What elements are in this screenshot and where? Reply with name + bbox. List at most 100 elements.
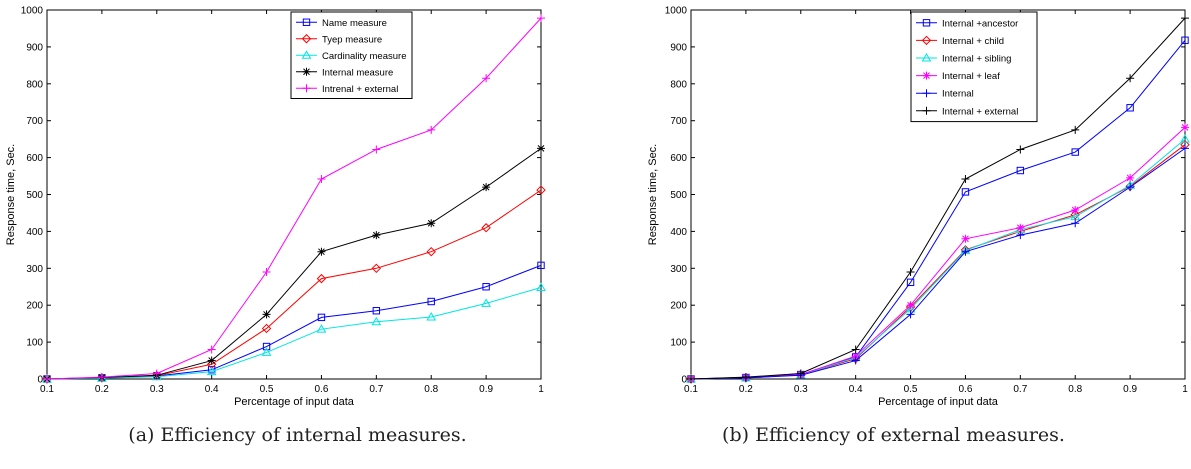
data-point xyxy=(206,366,217,376)
data-point xyxy=(262,267,271,276)
chart-external-measures: 0 100 200 300 400 500 600 700 800 900 1000 0.1 0.2 0.… xyxy=(647,6,1190,408)
data-point xyxy=(961,247,970,256)
data-point xyxy=(482,74,491,83)
data-point xyxy=(372,145,381,154)
data-point xyxy=(207,345,216,354)
data-point xyxy=(906,310,915,319)
legend-label: Cardinality measure xyxy=(322,51,406,62)
data-point xyxy=(1071,205,1080,214)
legend-label: Intrenal + external xyxy=(322,84,398,95)
data-point xyxy=(426,246,436,257)
legend-item: Intrenal + external xyxy=(296,84,398,95)
y-tick-label: 400 xyxy=(26,227,43,238)
data-point xyxy=(371,316,382,326)
series-line xyxy=(46,147,542,380)
data-point xyxy=(261,347,272,356)
legend-marker xyxy=(302,84,311,93)
x-tick-label: 0.8 xyxy=(1068,384,1082,395)
data-point xyxy=(262,342,271,351)
data-point xyxy=(796,369,805,378)
legend-label: Internal +ancestor xyxy=(942,18,1018,29)
x-axis-label: Percentage of input data xyxy=(878,396,999,408)
data-point xyxy=(961,188,970,196)
legend-label: Internal + external xyxy=(942,106,1018,117)
data-point xyxy=(97,373,106,382)
data-point xyxy=(426,312,437,321)
y-tick-label: 1000 xyxy=(21,6,44,17)
data-point xyxy=(961,234,970,243)
data-point xyxy=(207,366,216,374)
legend-item: Tyep measure xyxy=(296,34,382,45)
x-tick-label: 0.1 xyxy=(684,384,698,395)
legend-box xyxy=(910,11,1038,123)
legend-item: Internal + external xyxy=(916,106,1018,117)
legend-item: Internal measure xyxy=(296,67,393,78)
data-point xyxy=(537,144,545,153)
data-point xyxy=(317,313,326,322)
data-point xyxy=(536,185,546,195)
x-tick-label: 1 xyxy=(1182,384,1188,395)
data-point xyxy=(1016,223,1025,232)
x-tick-label: 0.5 xyxy=(904,384,918,395)
data-point xyxy=(851,356,860,365)
y-tick-label: 100 xyxy=(26,338,43,349)
data-point xyxy=(427,297,435,306)
y-tick-label: 600 xyxy=(670,153,687,164)
legend-item: Name measure xyxy=(296,18,387,29)
legend-item: Internal + sibling xyxy=(916,52,1011,65)
y-tick-label: 800 xyxy=(670,79,687,90)
y-tick-label: 500 xyxy=(670,190,687,201)
legend-item: Internal xyxy=(916,89,974,100)
y-tick-label: 100 xyxy=(670,338,687,349)
data-point xyxy=(1016,231,1025,240)
legend-item: Cardinality measure xyxy=(296,50,406,62)
data-point xyxy=(1071,219,1080,228)
data-point xyxy=(371,263,382,274)
data-point xyxy=(261,323,272,334)
y-tick-label: 400 xyxy=(670,227,687,238)
data-point xyxy=(482,283,490,291)
x-tick-label: 0.7 xyxy=(1013,384,1027,395)
x-tick-label: 0.6 xyxy=(958,384,972,395)
data-point xyxy=(961,175,970,184)
data-point xyxy=(152,369,161,378)
legend-marker xyxy=(921,52,932,62)
legend-label: Internal + leaf xyxy=(942,71,1000,82)
y-tick-label: 900 xyxy=(670,42,687,53)
x-tick-label: 0.9 xyxy=(479,384,493,395)
data-point xyxy=(372,307,381,315)
data-point xyxy=(427,219,436,228)
data-point xyxy=(1181,14,1189,23)
data-point xyxy=(1181,36,1189,44)
chart-internal-measures: 0 100 200 300 400 500 600 700 800 900 1000 0.1 0.2 0.… xyxy=(5,6,546,408)
x-tick-label: 1 xyxy=(538,384,544,395)
series-5 xyxy=(687,144,1189,383)
y-tick-label: 1000 xyxy=(665,6,688,17)
y-tick-label: 900 xyxy=(26,42,43,53)
figure-caption: (a) Efficiency of internal measures. xyxy=(128,424,467,446)
data-point xyxy=(741,373,750,382)
legend-marker xyxy=(922,106,931,115)
legend-label: Internal + child xyxy=(942,36,1004,47)
data-point xyxy=(1126,74,1135,83)
figure-caption: (b) Efficiency of external measures. xyxy=(722,424,1065,446)
x-tick-label: 0.7 xyxy=(369,384,383,395)
data-point xyxy=(537,14,545,23)
data-point xyxy=(317,175,326,184)
data-point xyxy=(372,231,381,240)
x-tick-label: 0.2 xyxy=(95,384,109,395)
data-point xyxy=(207,356,216,365)
legend-item: Internal + child xyxy=(916,35,1004,47)
y-tick-label: 0 xyxy=(37,375,43,386)
x-tick-label: 0.4 xyxy=(205,384,219,395)
data-point xyxy=(1016,166,1025,175)
series-line xyxy=(690,147,1186,380)
y-tick-label: 300 xyxy=(26,264,43,275)
data-point xyxy=(906,301,915,310)
data-point xyxy=(43,375,51,383)
y-tick-label: 300 xyxy=(670,264,687,275)
data-point xyxy=(482,183,491,192)
data-point xyxy=(151,371,162,381)
data-point xyxy=(537,261,545,270)
y-tick-label: 600 xyxy=(26,153,43,164)
